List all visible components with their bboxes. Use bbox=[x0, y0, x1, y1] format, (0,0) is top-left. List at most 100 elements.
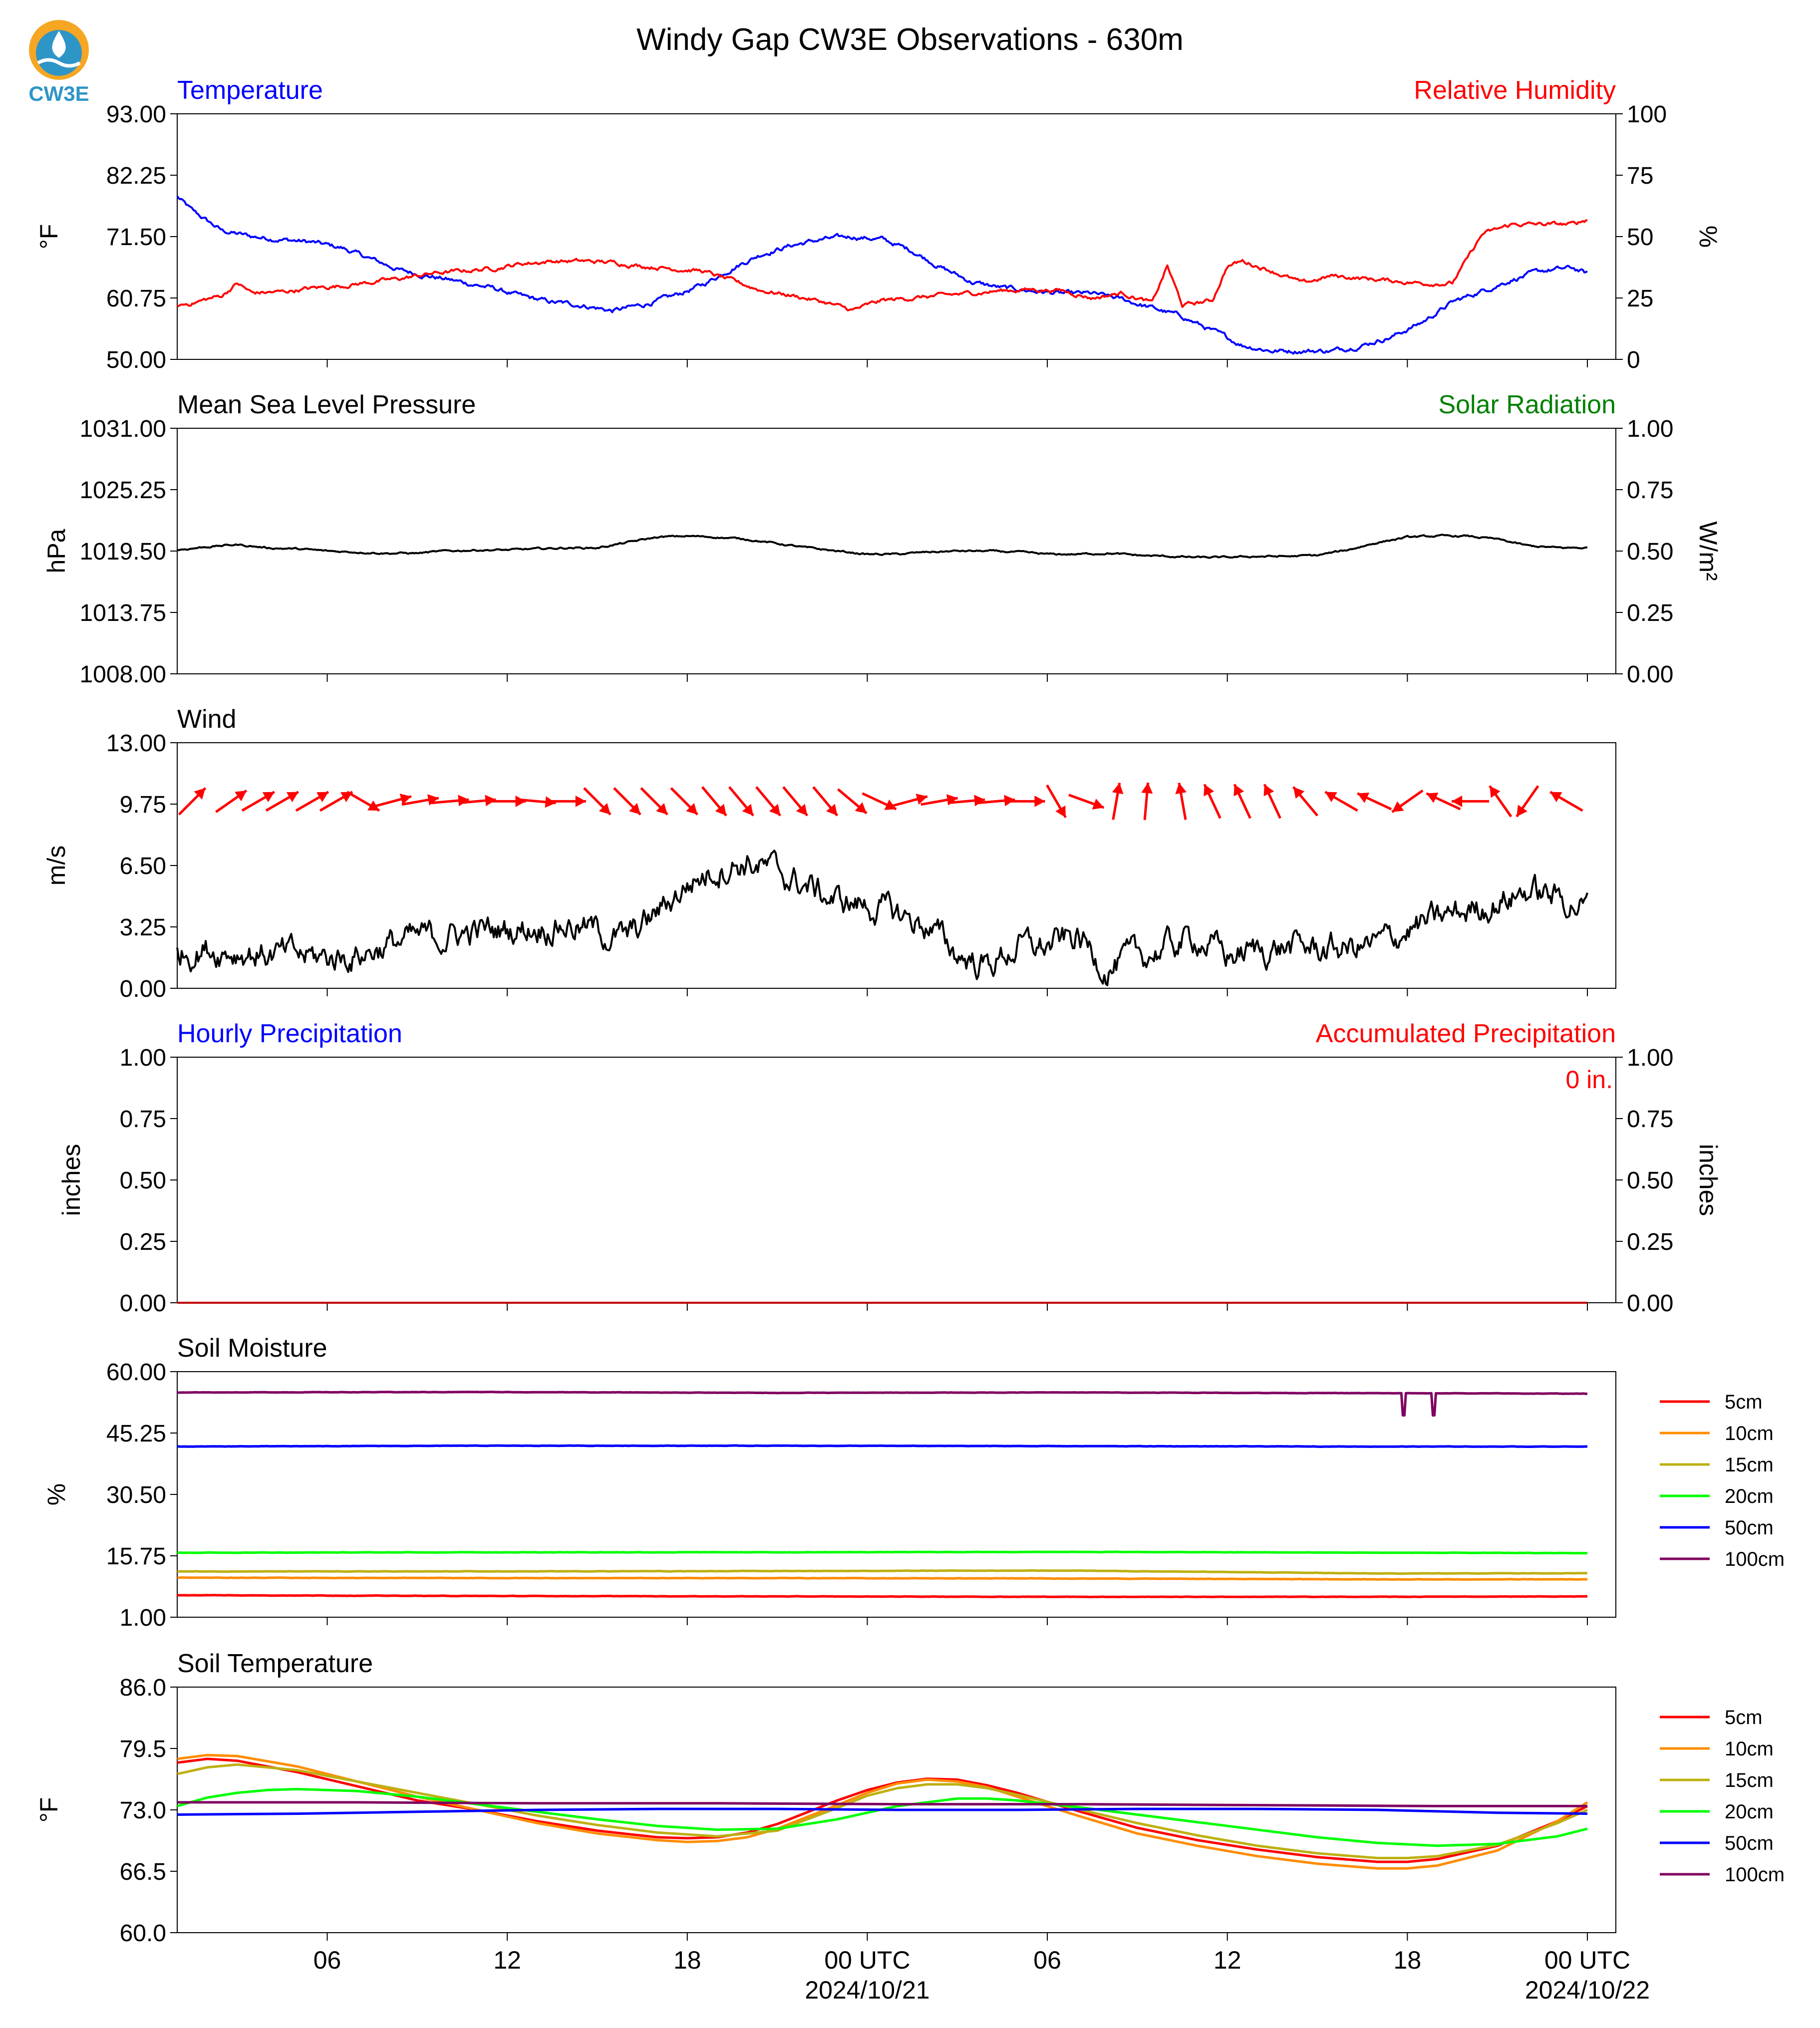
wind-arrow-head bbox=[686, 803, 698, 815]
wind-arrow bbox=[1068, 794, 1105, 810]
y-tick-label-right: 0.25 bbox=[1627, 1229, 1673, 1255]
wind-arrow-head bbox=[1517, 805, 1527, 817]
series-50cm bbox=[177, 1444, 1587, 1448]
series-50cm bbox=[177, 1807, 1588, 1816]
wind-arrow-head bbox=[1034, 795, 1045, 807]
x-tick-date-label: 2024/10/21 bbox=[805, 1976, 929, 2004]
panel-title-left: Wind bbox=[177, 705, 236, 734]
wind-arrow bbox=[947, 795, 985, 807]
y-axis-label-right: inches bbox=[1694, 1144, 1722, 1216]
panel-soil-moisture: Soil Moisture 1.00 15.75 30.50 45.25 60.00% 5c… bbox=[42, 1334, 1785, 1631]
y-tick-label: 1.00 bbox=[120, 1045, 166, 1071]
wind-arrow bbox=[1549, 791, 1583, 812]
wind-arrow-head bbox=[1141, 782, 1153, 794]
series-100cm bbox=[177, 1391, 1588, 1417]
wind-arrow-head bbox=[915, 793, 927, 805]
y-tick-label: 1008.00 bbox=[79, 661, 166, 688]
logo-wave-icon bbox=[37, 58, 81, 68]
y-tick-label: 82.25 bbox=[106, 163, 166, 189]
series-15cm bbox=[177, 1763, 1588, 1859]
wind-arrow bbox=[862, 792, 897, 811]
series-mean-sea-level-pressure bbox=[177, 534, 1587, 559]
y-tick-label: 9.75 bbox=[120, 792, 166, 818]
y-tick-label-right: 75 bbox=[1627, 163, 1653, 189]
panel-wind: Wind 0.00 3.25 6.50 9.75 13.00 m/s bbox=[42, 705, 1616, 1002]
y-tick-label: 0.75 bbox=[120, 1106, 166, 1133]
y-tick-label: 93.00 bbox=[106, 101, 166, 128]
wind-arrow-head bbox=[235, 790, 247, 802]
wind-arrow-head bbox=[399, 793, 411, 805]
wind-arrow-head bbox=[1293, 787, 1305, 799]
legend-label: 100cm bbox=[1725, 1864, 1785, 1886]
wind-arrow bbox=[583, 787, 611, 816]
y-tick-label-right: 1.00 bbox=[1627, 416, 1673, 442]
y-tick-label: 73.0 bbox=[120, 1797, 166, 1824]
x-tick-label: 12 bbox=[1213, 1946, 1241, 1974]
legend-label: 15cm bbox=[1725, 1769, 1774, 1791]
panel-title-left: Temperature bbox=[177, 76, 323, 105]
x-tick-label: 06 bbox=[1033, 1946, 1061, 1974]
legend-label: 10cm bbox=[1725, 1423, 1774, 1445]
y-tick-label: 0.25 bbox=[120, 1229, 166, 1255]
legend-label: 10cm bbox=[1725, 1738, 1774, 1760]
logo-text: CW3E bbox=[28, 82, 89, 105]
wind-arrow-head bbox=[884, 799, 897, 810]
legend-label: 20cm bbox=[1725, 1485, 1774, 1507]
wind-arrow bbox=[178, 787, 207, 816]
y-tick-label: 45.25 bbox=[106, 1421, 166, 1447]
series-5cm bbox=[177, 1594, 1588, 1598]
wind-arrow-head bbox=[974, 795, 985, 807]
wind-arrow-head bbox=[1357, 792, 1370, 803]
y-tick-label-right: 0.50 bbox=[1627, 1167, 1673, 1194]
wind-arrow bbox=[1489, 785, 1513, 818]
y-tick-label-right: 0.50 bbox=[1627, 539, 1673, 565]
wind-arrow-head bbox=[1392, 801, 1404, 812]
wind-arrow-head bbox=[715, 804, 727, 816]
wind-arrow bbox=[891, 793, 928, 808]
y-tick-label-right: 1.00 bbox=[1627, 1045, 1673, 1071]
legend-label: 50cm bbox=[1725, 1517, 1774, 1539]
wind-arrow bbox=[782, 786, 809, 817]
wind-arrow-head bbox=[1490, 786, 1501, 798]
panel-title-right: Relative Humidity bbox=[1414, 76, 1616, 105]
y-tick-label: 60.0 bbox=[120, 1920, 166, 1947]
y-axis-label: hPa bbox=[42, 529, 70, 573]
y-tick-label: 6.50 bbox=[120, 853, 166, 879]
series-100cm bbox=[177, 1801, 1587, 1807]
y-tick-label: 60.00 bbox=[106, 1359, 166, 1386]
figure-title: Windy Gap CW3E Observations - 630m bbox=[636, 22, 1184, 57]
wind-arrow bbox=[1292, 786, 1319, 817]
y-tick-label: 0.00 bbox=[120, 1290, 166, 1317]
cw3e-logo: CW3E bbox=[28, 20, 89, 105]
panel-precip: Hourly Precipitation Accumulated Precipit… bbox=[57, 1019, 1722, 1317]
wind-arrow bbox=[812, 786, 839, 817]
x-tick-label: 12 bbox=[493, 1946, 521, 1974]
wind-arrow bbox=[1203, 784, 1221, 819]
wind-arrow-head bbox=[1550, 792, 1562, 803]
x-tick-date-label: 2024/10/22 bbox=[1525, 1976, 1650, 2004]
precip-total-label: 0 in. bbox=[1565, 1066, 1613, 1094]
wind-arrow-head bbox=[427, 794, 439, 806]
wind-arrow bbox=[1007, 795, 1045, 807]
wind-arrow-head bbox=[515, 795, 526, 807]
series-20cm bbox=[177, 1787, 1588, 1847]
wind-arrow-head bbox=[262, 792, 275, 803]
legend-label: 5cm bbox=[1725, 1391, 1763, 1413]
series-10cm bbox=[177, 1576, 1588, 1581]
wind-arrow bbox=[728, 786, 755, 817]
y-tick-label-right: 0 bbox=[1627, 347, 1640, 373]
y-tick-label-right: 50 bbox=[1627, 224, 1653, 251]
y-tick-label: 71.50 bbox=[106, 224, 166, 251]
y-tick-label-right: 0.00 bbox=[1627, 1290, 1673, 1317]
wind-arrow-head bbox=[826, 804, 838, 816]
wind-arrow bbox=[1516, 785, 1539, 818]
wind-arrow bbox=[1233, 784, 1251, 819]
series-relative-humidity bbox=[177, 219, 1588, 311]
y-tick-label: 1031.00 bbox=[79, 416, 166, 442]
wind-arrow bbox=[265, 791, 300, 812]
series-temperature bbox=[176, 195, 1588, 355]
wind-arrow bbox=[1324, 791, 1358, 812]
y-tick-label-right: 0.25 bbox=[1627, 600, 1673, 626]
wind-arrow-head bbox=[367, 800, 380, 811]
